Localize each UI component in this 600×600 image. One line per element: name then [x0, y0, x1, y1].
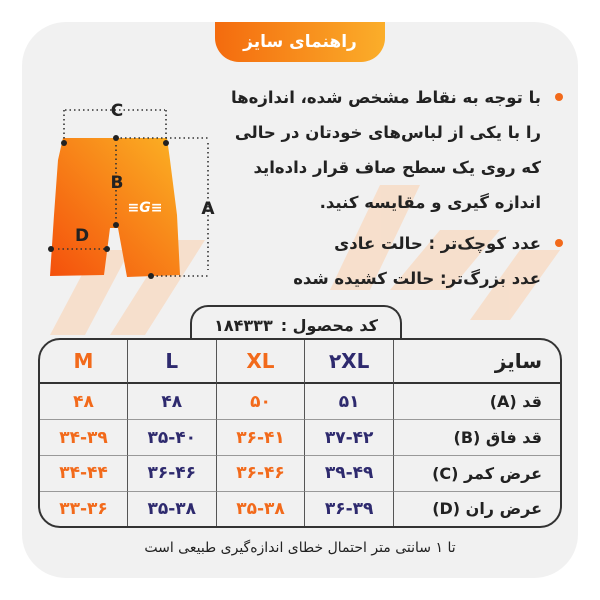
table-row: عرض کمر (C) ۳۹-۴۹ ۳۶-۴۶ ۳۶-۴۶ ۳۴-۴۴ — [40, 456, 560, 492]
cell: ۴۸ — [126, 384, 216, 421]
table-row: قد (A) ۵۱ ۵۰ ۴۸ ۴۸ — [40, 384, 560, 421]
label-b: B — [111, 173, 124, 193]
cell: ۳۶-۴۶ — [215, 456, 305, 492]
cell: ۳۶-۴۱ — [215, 420, 305, 457]
label-d: D — [75, 226, 89, 246]
measurement-points — [48, 135, 169, 279]
instruction-item: با توجه به نقاط مشخص شده، اندازه‌ها را ب… — [225, 80, 565, 220]
instructions: با توجه به نقاط مشخص شده، اندازه‌ها را ب… — [225, 80, 565, 296]
cell: ۴۸ — [40, 384, 127, 421]
cell: ۳۵-۴۰ — [126, 420, 216, 457]
cell: ۳۴-۴۴ — [40, 456, 127, 492]
label-a: A — [201, 199, 215, 219]
cell: ۳۵-۳۸ — [126, 491, 216, 526]
size-xl: XL — [215, 340, 305, 385]
size-2xl: ۲XL — [304, 340, 393, 385]
product-code-value: ۱۸۴۳۳۳ — [214, 315, 273, 335]
cell: ۳۶-۳۹ — [304, 491, 393, 526]
instruction-item: عدد کوچک‌تر : حالت عادی عدد بزرگ‌تر: حال… — [225, 226, 565, 296]
size-table: سایز ۲XL XL L M قد (A) ۵۱ ۵۰ ۴۸ ۴۸ قد فا… — [38, 338, 562, 528]
product-code: کد محصول : ۱۸۴۳۳۳ — [190, 305, 402, 343]
footnote: تا ۱ سانتی متر احتمال خطای اندازه‌گیری ط… — [144, 540, 456, 556]
cell: ۵۰ — [215, 384, 305, 421]
header-label: سایز — [393, 340, 560, 385]
row-label: عرض ران (D) — [393, 491, 560, 526]
cell: ۳۷-۴۲ — [304, 420, 393, 457]
bullet-icon — [555, 239, 563, 247]
table-header-row: سایز ۲XL XL L M — [40, 340, 560, 385]
brand-logo: ≡G≡ — [128, 200, 163, 216]
size-l: L — [126, 340, 216, 385]
row-label: قد (A) — [393, 384, 560, 421]
size-m: M — [40, 340, 127, 385]
page-title: راهنمای سایز — [215, 22, 385, 62]
cell: ۵۱ — [304, 384, 393, 421]
shorts-image — [50, 138, 180, 277]
row-label: عرض کمر (C) — [393, 456, 560, 492]
row-label: قد فاق (B) — [393, 420, 560, 457]
background-stripes — [50, 185, 560, 335]
table-row: قد فاق (B) ۳۷-۴۲ ۳۶-۴۱ ۳۵-۴۰ ۳۴-۳۹ — [40, 420, 560, 457]
cell: ۳۳-۳۶ — [59, 498, 108, 519]
svg-text:≡G≡: ≡G≡ — [128, 200, 163, 216]
cell: ۳۶-۴۶ — [126, 456, 216, 492]
cell: ۳۴-۳۹ — [40, 420, 127, 457]
label-c: C — [111, 101, 123, 121]
cell: ۳۹-۴۹ — [304, 456, 393, 492]
cell: ۳۵-۳۸ — [215, 491, 305, 526]
product-code-label: کد محصول : — [280, 315, 378, 335]
table-row: عرض ران (D) ۳۶-۳۹ ۳۵-۳۸ ۳۵-۳۸ ۳۳-۳۶ — [40, 491, 560, 526]
bullet-icon — [555, 93, 563, 101]
